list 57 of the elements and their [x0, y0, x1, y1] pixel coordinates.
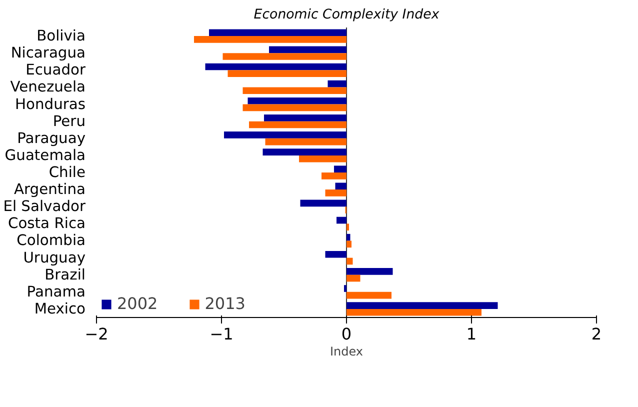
bar: [269, 46, 346, 54]
y-tick-label: Uruguay: [23, 249, 86, 266]
bar: [328, 80, 346, 88]
x-tick-label: 0: [341, 324, 352, 344]
bar: [336, 216, 346, 224]
bar: [209, 29, 346, 36]
y-tick-label: Argentina: [14, 181, 86, 198]
bar: [346, 292, 392, 299]
y-tick-label: Mexico: [34, 300, 86, 318]
bar: [205, 63, 346, 70]
y-tick-label: Bolivia: [36, 28, 86, 45]
y-tick-label: Costa Rica: [8, 215, 86, 232]
y-tick-label: Brazil: [44, 266, 86, 284]
bar: [194, 36, 346, 43]
bar: [265, 138, 346, 146]
bar: [299, 155, 346, 162]
bar: [325, 250, 346, 258]
legend-label: 2002: [117, 294, 158, 313]
bar: [346, 240, 352, 248]
bar: [346, 258, 353, 265]
legend-label: 2013: [204, 294, 246, 313]
x-tick-label: 2: [591, 324, 602, 344]
y-tick-label: Venezuela: [10, 78, 86, 96]
bar: [300, 200, 346, 207]
bar: [228, 70, 346, 77]
bar: [249, 121, 346, 128]
bar: [325, 190, 346, 196]
bar: [346, 274, 360, 282]
bar: [242, 87, 346, 94]
y-tick-label: Guatemala: [4, 146, 86, 164]
bar: [242, 104, 346, 112]
y-tick-label: Nicaragua: [10, 44, 86, 62]
bar: [224, 132, 346, 138]
y-tick-label: Ecuador: [26, 62, 86, 79]
x-tick-label: 1: [466, 324, 477, 344]
y-tick-label: El Salvador: [3, 198, 86, 216]
bar: [262, 148, 346, 156]
y-tick-label: Honduras: [14, 96, 86, 113]
y-tick-label: Peru: [52, 112, 86, 130]
bar: [222, 53, 346, 60]
bar: [346, 234, 350, 241]
y-tick-label: Panama: [26, 283, 86, 300]
x-tick-label: −1: [210, 324, 234, 344]
bar: [346, 302, 498, 309]
bar: [322, 172, 346, 180]
bar: [334, 166, 346, 172]
bar: [335, 182, 346, 190]
y-tick-label: Colombia: [16, 232, 86, 250]
chart-subtitle: Economic Complexity Index: [254, 8, 440, 22]
x-axis-title: Index: [330, 344, 364, 358]
y-tick-label: Paraguay: [17, 130, 86, 147]
bar: [264, 114, 346, 122]
y-tick-label: Chile: [48, 164, 86, 181]
bar: [248, 97, 346, 104]
x-tick-label: −2: [84, 324, 108, 344]
bar: [346, 268, 393, 275]
bar: [346, 308, 482, 316]
